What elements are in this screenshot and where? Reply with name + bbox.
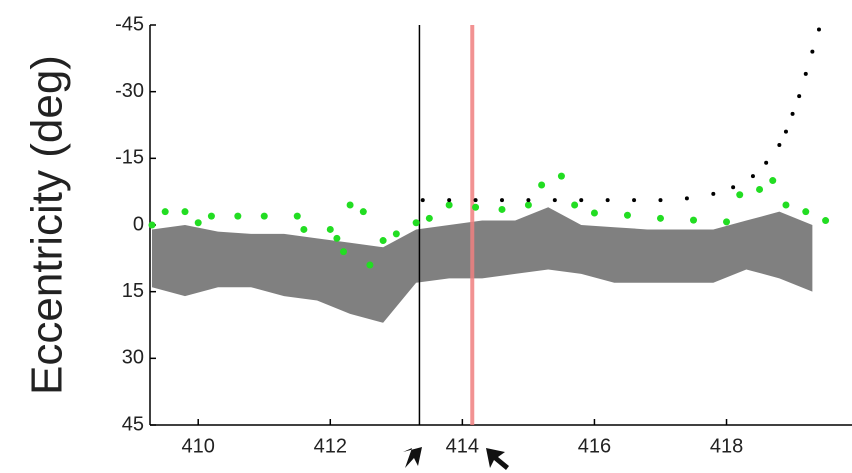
target-point <box>552 198 557 203</box>
target-point <box>658 198 663 203</box>
gaze-point <box>339 248 347 256</box>
gaze-point <box>524 201 532 209</box>
overlay <box>403 447 509 470</box>
gaze-point <box>379 237 387 245</box>
arrow-icon <box>403 447 422 468</box>
target-point <box>803 71 808 76</box>
target-point <box>605 198 610 203</box>
gaze-point <box>538 181 546 189</box>
y-tick-label: -45 <box>115 13 144 35</box>
x-tick-label: 418 <box>710 435 743 457</box>
gaze-point <box>293 212 301 220</box>
gaze-point <box>326 225 334 233</box>
target-point <box>810 49 815 54</box>
target-point <box>777 143 782 147</box>
y-tick-label: 30 <box>122 347 144 369</box>
x-tick-label: 414 <box>446 435 479 457</box>
x-tick-label: 410 <box>182 435 215 457</box>
gaze-point <box>207 212 215 220</box>
gray-band <box>151 207 813 323</box>
gaze-point <box>822 217 830 225</box>
gaze-point <box>623 211 631 219</box>
target-point <box>526 198 531 203</box>
x-tick-label: 416 <box>578 435 611 457</box>
target-point <box>750 174 755 179</box>
gaze-point <box>161 208 169 216</box>
y-axis-label: Eccentricity (deg) <box>23 55 72 395</box>
gaze-point <box>333 234 341 242</box>
target-point <box>447 198 452 203</box>
gaze-point <box>425 214 433 222</box>
target-point <box>473 198 478 203</box>
gaze-point <box>194 219 202 227</box>
y-tick-label: 45 <box>122 413 144 435</box>
gaze-point <box>571 201 579 209</box>
target-point <box>632 198 637 203</box>
gaze-point <box>445 201 453 209</box>
gaze-point <box>300 225 308 233</box>
target-point <box>783 129 788 134</box>
y-tick-label: 0 <box>133 213 144 235</box>
target-point <box>816 27 821 32</box>
gaze-point <box>359 208 367 216</box>
gaze-point <box>260 212 268 220</box>
gaze-point <box>346 201 354 209</box>
gaze-point <box>590 209 598 217</box>
gaze-point <box>756 185 764 193</box>
gaze-point <box>392 230 400 238</box>
gaze-point <box>656 214 664 222</box>
target-point <box>684 196 689 201</box>
cursor-icon <box>486 448 509 470</box>
gaze-point <box>736 191 744 199</box>
gaze-point <box>181 208 189 216</box>
target-point <box>499 198 504 203</box>
gaze-point <box>498 205 506 213</box>
target-point <box>790 111 795 116</box>
gaze-point <box>690 216 698 224</box>
gaze-point <box>412 219 420 227</box>
gaze-point <box>366 261 374 269</box>
target-point <box>711 191 716 196</box>
gaze-point <box>723 218 731 226</box>
gaze-point <box>234 212 242 220</box>
y-tick-label: -15 <box>115 147 144 169</box>
gaze-point <box>148 221 156 229</box>
target-point <box>797 94 802 99</box>
gaze-point <box>769 177 777 185</box>
target-point <box>420 198 425 203</box>
gaze-point <box>472 203 480 211</box>
gaze-point <box>782 201 790 209</box>
gaze-point <box>557 172 565 180</box>
target-point <box>764 160 769 165</box>
target-point <box>731 185 736 190</box>
y-tick-label: 15 <box>122 280 144 302</box>
gaze-point <box>802 208 810 216</box>
x-tick-label: 412 <box>314 435 347 457</box>
y-tick-label: -30 <box>115 80 144 102</box>
target-point <box>579 198 584 203</box>
plot-area: -45 -30 -15 0 15 30 45 410 412 414 416 418 <box>115 13 852 457</box>
